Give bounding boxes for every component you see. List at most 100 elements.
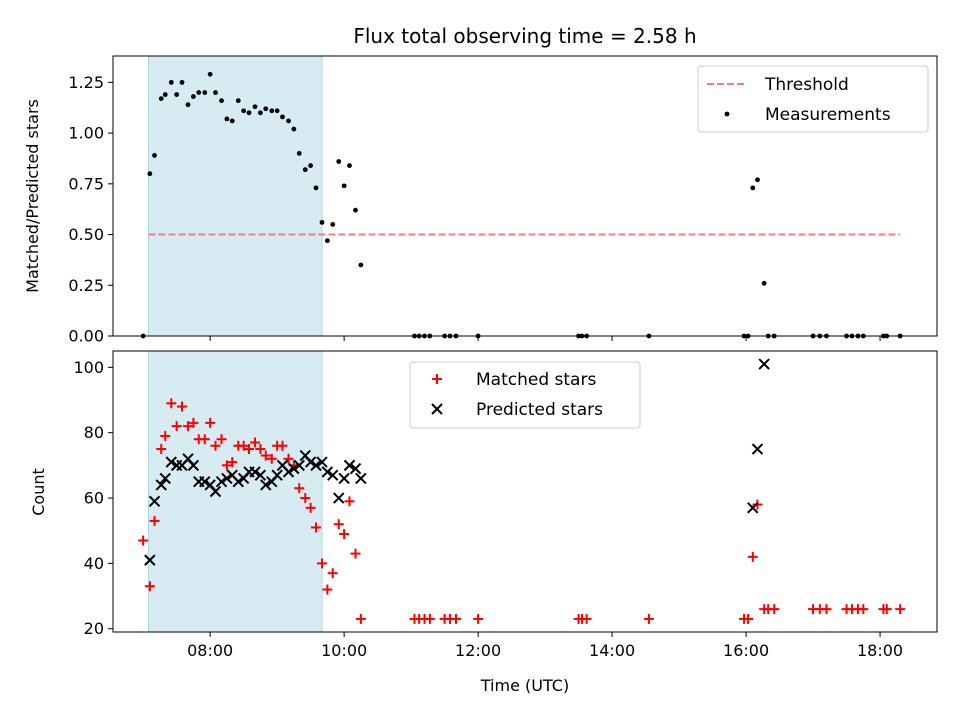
y-tick-label: 80 xyxy=(84,423,104,442)
count-panel: 20 40 60 80 100 08:00 10:00 12:00 14:00 16:00 18:… xyxy=(29,350,938,695)
predicted-star-point xyxy=(249,466,261,478)
matched-star-point xyxy=(895,604,906,615)
measurement-point xyxy=(336,159,342,164)
measurement-point xyxy=(347,163,352,168)
top-y-axis-ticks: 0.00 0.25 0.50 0.75 1.00 1.25 xyxy=(68,73,113,346)
predicted-star-point xyxy=(316,456,328,468)
matched-star-point xyxy=(643,613,654,624)
matched-star-point xyxy=(260,450,271,461)
y-tick-label: 0.75 xyxy=(68,174,104,193)
predicted-star-point xyxy=(232,475,244,488)
predicted-star-point xyxy=(209,485,222,498)
measurement-point xyxy=(190,94,196,99)
measurement-point xyxy=(324,238,330,244)
legend-measurements-label: Measurements xyxy=(765,105,891,125)
measurement-point xyxy=(235,98,241,104)
x-tick-label: 10:00 xyxy=(321,641,367,660)
x-tick-label: 08:00 xyxy=(187,641,233,660)
predicted-star-point xyxy=(187,459,200,472)
measurement-point xyxy=(313,185,319,191)
x-axis-label: Time (UTC) xyxy=(480,676,569,695)
predicted-star-point xyxy=(343,459,356,472)
top-legend: Threshold Measurements xyxy=(697,65,929,133)
measurement-point xyxy=(286,118,291,124)
measurement-point xyxy=(755,177,760,183)
legend-predicted-label: Predicted stars xyxy=(476,400,603,420)
legend-threshold-label: Threshold xyxy=(764,75,849,95)
matched-star-point xyxy=(183,421,194,432)
matched-star-point xyxy=(333,519,344,530)
measurement-point xyxy=(296,150,302,156)
matched-star-point xyxy=(350,548,361,559)
matched-star-point xyxy=(238,440,249,451)
predicted-star-point xyxy=(747,502,759,514)
matched-star-point xyxy=(138,535,149,546)
matched-star-point xyxy=(210,440,221,451)
predicted-star-point xyxy=(293,459,305,472)
matched-star-point xyxy=(344,496,355,507)
measurement-point xyxy=(168,79,174,85)
matched-star-point xyxy=(283,453,294,464)
predicted-star-point xyxy=(321,466,334,478)
matched-star-point xyxy=(171,421,182,432)
predicted-star-point xyxy=(333,492,345,504)
matched-star-point xyxy=(144,581,155,592)
predicted-star-point xyxy=(338,472,350,485)
measurement-point xyxy=(302,167,308,173)
predicted-star-point xyxy=(271,469,283,481)
measurement-point xyxy=(319,219,325,225)
legend-matched-label: Matched stars xyxy=(476,370,596,390)
matched-star-point xyxy=(266,453,277,464)
predicted-star-point xyxy=(327,469,339,481)
predicted-star-point xyxy=(221,472,233,485)
predicted-star-point xyxy=(355,472,367,485)
predicted-star-point xyxy=(159,472,171,485)
count-points xyxy=(138,358,906,624)
predicted-star-point xyxy=(215,475,228,488)
predicted-star-point xyxy=(254,469,267,481)
measurement-point xyxy=(252,104,258,110)
predicted-star-point xyxy=(288,462,300,475)
predicted-star-point xyxy=(304,456,317,468)
matched-star-point xyxy=(199,434,210,445)
measurement-point xyxy=(152,153,157,158)
matched-star-point xyxy=(424,613,435,624)
predicted-star-point xyxy=(148,495,161,508)
top-plot-frame xyxy=(112,55,938,337)
measurement-point xyxy=(185,102,191,108)
chart-title: Flux total observing time = 2.58 h xyxy=(353,24,696,48)
matched-star-point xyxy=(243,444,254,455)
measurement-point xyxy=(224,116,230,122)
measurement-point xyxy=(229,118,235,124)
y-tick-label: 0.00 xyxy=(68,327,104,346)
measurement-point xyxy=(158,96,164,102)
matched-star-point xyxy=(149,515,160,526)
matched-star-point xyxy=(177,401,188,412)
matched-star-point xyxy=(581,613,592,624)
predicted-star-point xyxy=(751,443,764,455)
matched-star-point xyxy=(294,483,305,494)
predicted-star-point xyxy=(144,554,156,566)
y-tick-label: 1.00 xyxy=(68,124,104,143)
measurement-point xyxy=(213,90,218,95)
matched-star-point xyxy=(255,444,266,455)
matched-star-point xyxy=(156,444,167,455)
measurement-point xyxy=(308,163,314,168)
y-tick-label: 0.50 xyxy=(68,225,104,244)
x-tick-label: 16:00 xyxy=(723,641,769,660)
predicted-star-point xyxy=(758,358,770,370)
matched-star-point xyxy=(821,604,832,615)
predicted-star-point xyxy=(282,466,295,478)
measurement-point xyxy=(241,108,247,114)
measurement-point xyxy=(341,183,347,189)
bottom-legend-box xyxy=(409,361,641,429)
matched-star-point xyxy=(881,604,892,615)
y-tick-label: 0.25 xyxy=(68,276,104,295)
legend-matched-swatch xyxy=(432,374,442,384)
bottom-y-axis-ticks: 20 40 60 80 100 xyxy=(73,358,113,638)
x-tick-label: 14:00 xyxy=(589,641,635,660)
measurement-point xyxy=(219,98,224,104)
x-tick-label: 18:00 xyxy=(857,641,903,660)
matched-star-point xyxy=(327,568,338,579)
